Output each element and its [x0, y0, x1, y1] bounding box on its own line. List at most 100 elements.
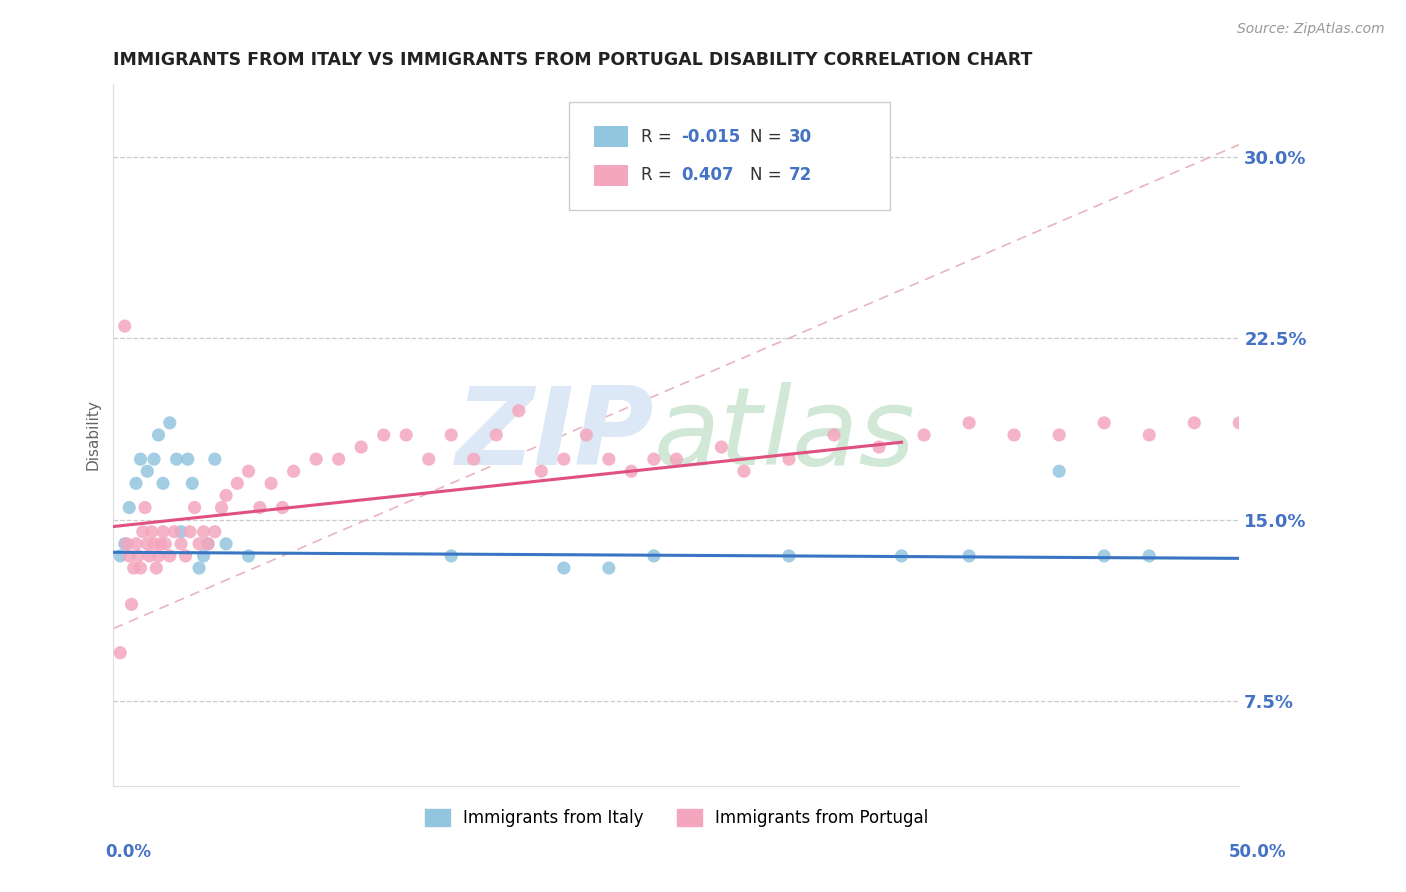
Text: ZIP: ZIP	[456, 382, 654, 488]
Point	[155, 537, 177, 551]
Point	[152, 476, 174, 491]
Point	[575, 428, 598, 442]
Point	[170, 537, 193, 551]
Point	[148, 428, 170, 442]
Point	[328, 452, 350, 467]
Point	[152, 524, 174, 539]
Point	[643, 452, 665, 467]
Point	[159, 549, 181, 563]
Point	[665, 452, 688, 467]
Point	[1047, 428, 1070, 442]
Point	[204, 524, 226, 539]
Point	[181, 476, 204, 491]
Point	[148, 549, 170, 563]
Point	[238, 549, 260, 563]
Point	[129, 561, 152, 575]
Point	[143, 537, 166, 551]
Point	[125, 537, 148, 551]
Point	[733, 464, 755, 478]
Point	[149, 537, 172, 551]
Point	[110, 646, 132, 660]
Point	[125, 476, 148, 491]
Point	[620, 464, 643, 478]
Text: Source: ZipAtlas.com: Source: ZipAtlas.com	[1237, 22, 1385, 37]
Point	[114, 319, 136, 334]
Point	[179, 524, 201, 539]
Point	[141, 524, 163, 539]
Point	[890, 549, 912, 563]
Text: 30: 30	[789, 128, 813, 145]
Point	[238, 464, 260, 478]
Point	[121, 597, 143, 611]
Text: atlas: atlas	[654, 383, 915, 487]
Point	[143, 452, 166, 467]
Point	[823, 428, 845, 442]
Point	[598, 561, 620, 575]
Point	[395, 428, 418, 442]
Point	[957, 416, 980, 430]
Point	[778, 452, 800, 467]
Point	[122, 561, 145, 575]
Point	[1047, 464, 1070, 478]
Point	[193, 549, 215, 563]
Point	[138, 549, 160, 563]
Text: R =: R =	[641, 166, 678, 185]
Point	[188, 561, 211, 575]
Text: N =: N =	[749, 166, 786, 185]
Point	[177, 452, 200, 467]
Point	[508, 403, 530, 417]
Point	[485, 428, 508, 442]
Y-axis label: Disability: Disability	[86, 400, 100, 470]
Point	[1137, 549, 1160, 563]
Point	[226, 476, 249, 491]
Point	[115, 537, 138, 551]
Point	[1002, 428, 1025, 442]
Point	[1227, 416, 1250, 430]
Point	[553, 452, 575, 467]
Point	[129, 452, 152, 467]
Point	[1092, 549, 1115, 563]
Point	[710, 440, 733, 454]
Point	[283, 464, 305, 478]
Point	[530, 464, 553, 478]
Text: R =: R =	[641, 128, 678, 145]
Point	[132, 524, 155, 539]
Point	[271, 500, 294, 515]
Point	[1272, 428, 1295, 442]
Text: -0.015: -0.015	[681, 128, 740, 145]
Point	[440, 549, 463, 563]
Bar	[595, 165, 628, 186]
Point	[1386, 403, 1406, 417]
Point	[114, 537, 136, 551]
Point	[110, 549, 132, 563]
Point	[174, 549, 197, 563]
Point	[350, 440, 373, 454]
Text: 0.0%: 0.0%	[105, 843, 152, 861]
Point	[188, 537, 211, 551]
Point	[440, 428, 463, 442]
Point	[463, 452, 485, 467]
Point	[211, 500, 233, 515]
Point	[163, 524, 186, 539]
Point	[1137, 428, 1160, 442]
Point	[643, 549, 665, 563]
Point	[170, 524, 193, 539]
Text: N =: N =	[749, 128, 786, 145]
Point	[373, 428, 395, 442]
Point	[197, 537, 219, 551]
Point	[215, 488, 238, 502]
Point	[957, 549, 980, 563]
Point	[912, 428, 935, 442]
Point	[249, 500, 271, 515]
Point	[145, 561, 167, 575]
Point	[136, 537, 159, 551]
Point	[1317, 416, 1340, 430]
Point	[1182, 416, 1205, 430]
Point	[127, 549, 149, 563]
Text: IMMIGRANTS FROM ITALY VS IMMIGRANTS FROM PORTUGAL DISABILITY CORRELATION CHART: IMMIGRANTS FROM ITALY VS IMMIGRANTS FROM…	[114, 51, 1033, 69]
Point	[778, 549, 800, 563]
Point	[868, 440, 890, 454]
Point	[118, 549, 141, 563]
Point	[305, 452, 328, 467]
Point	[134, 500, 156, 515]
